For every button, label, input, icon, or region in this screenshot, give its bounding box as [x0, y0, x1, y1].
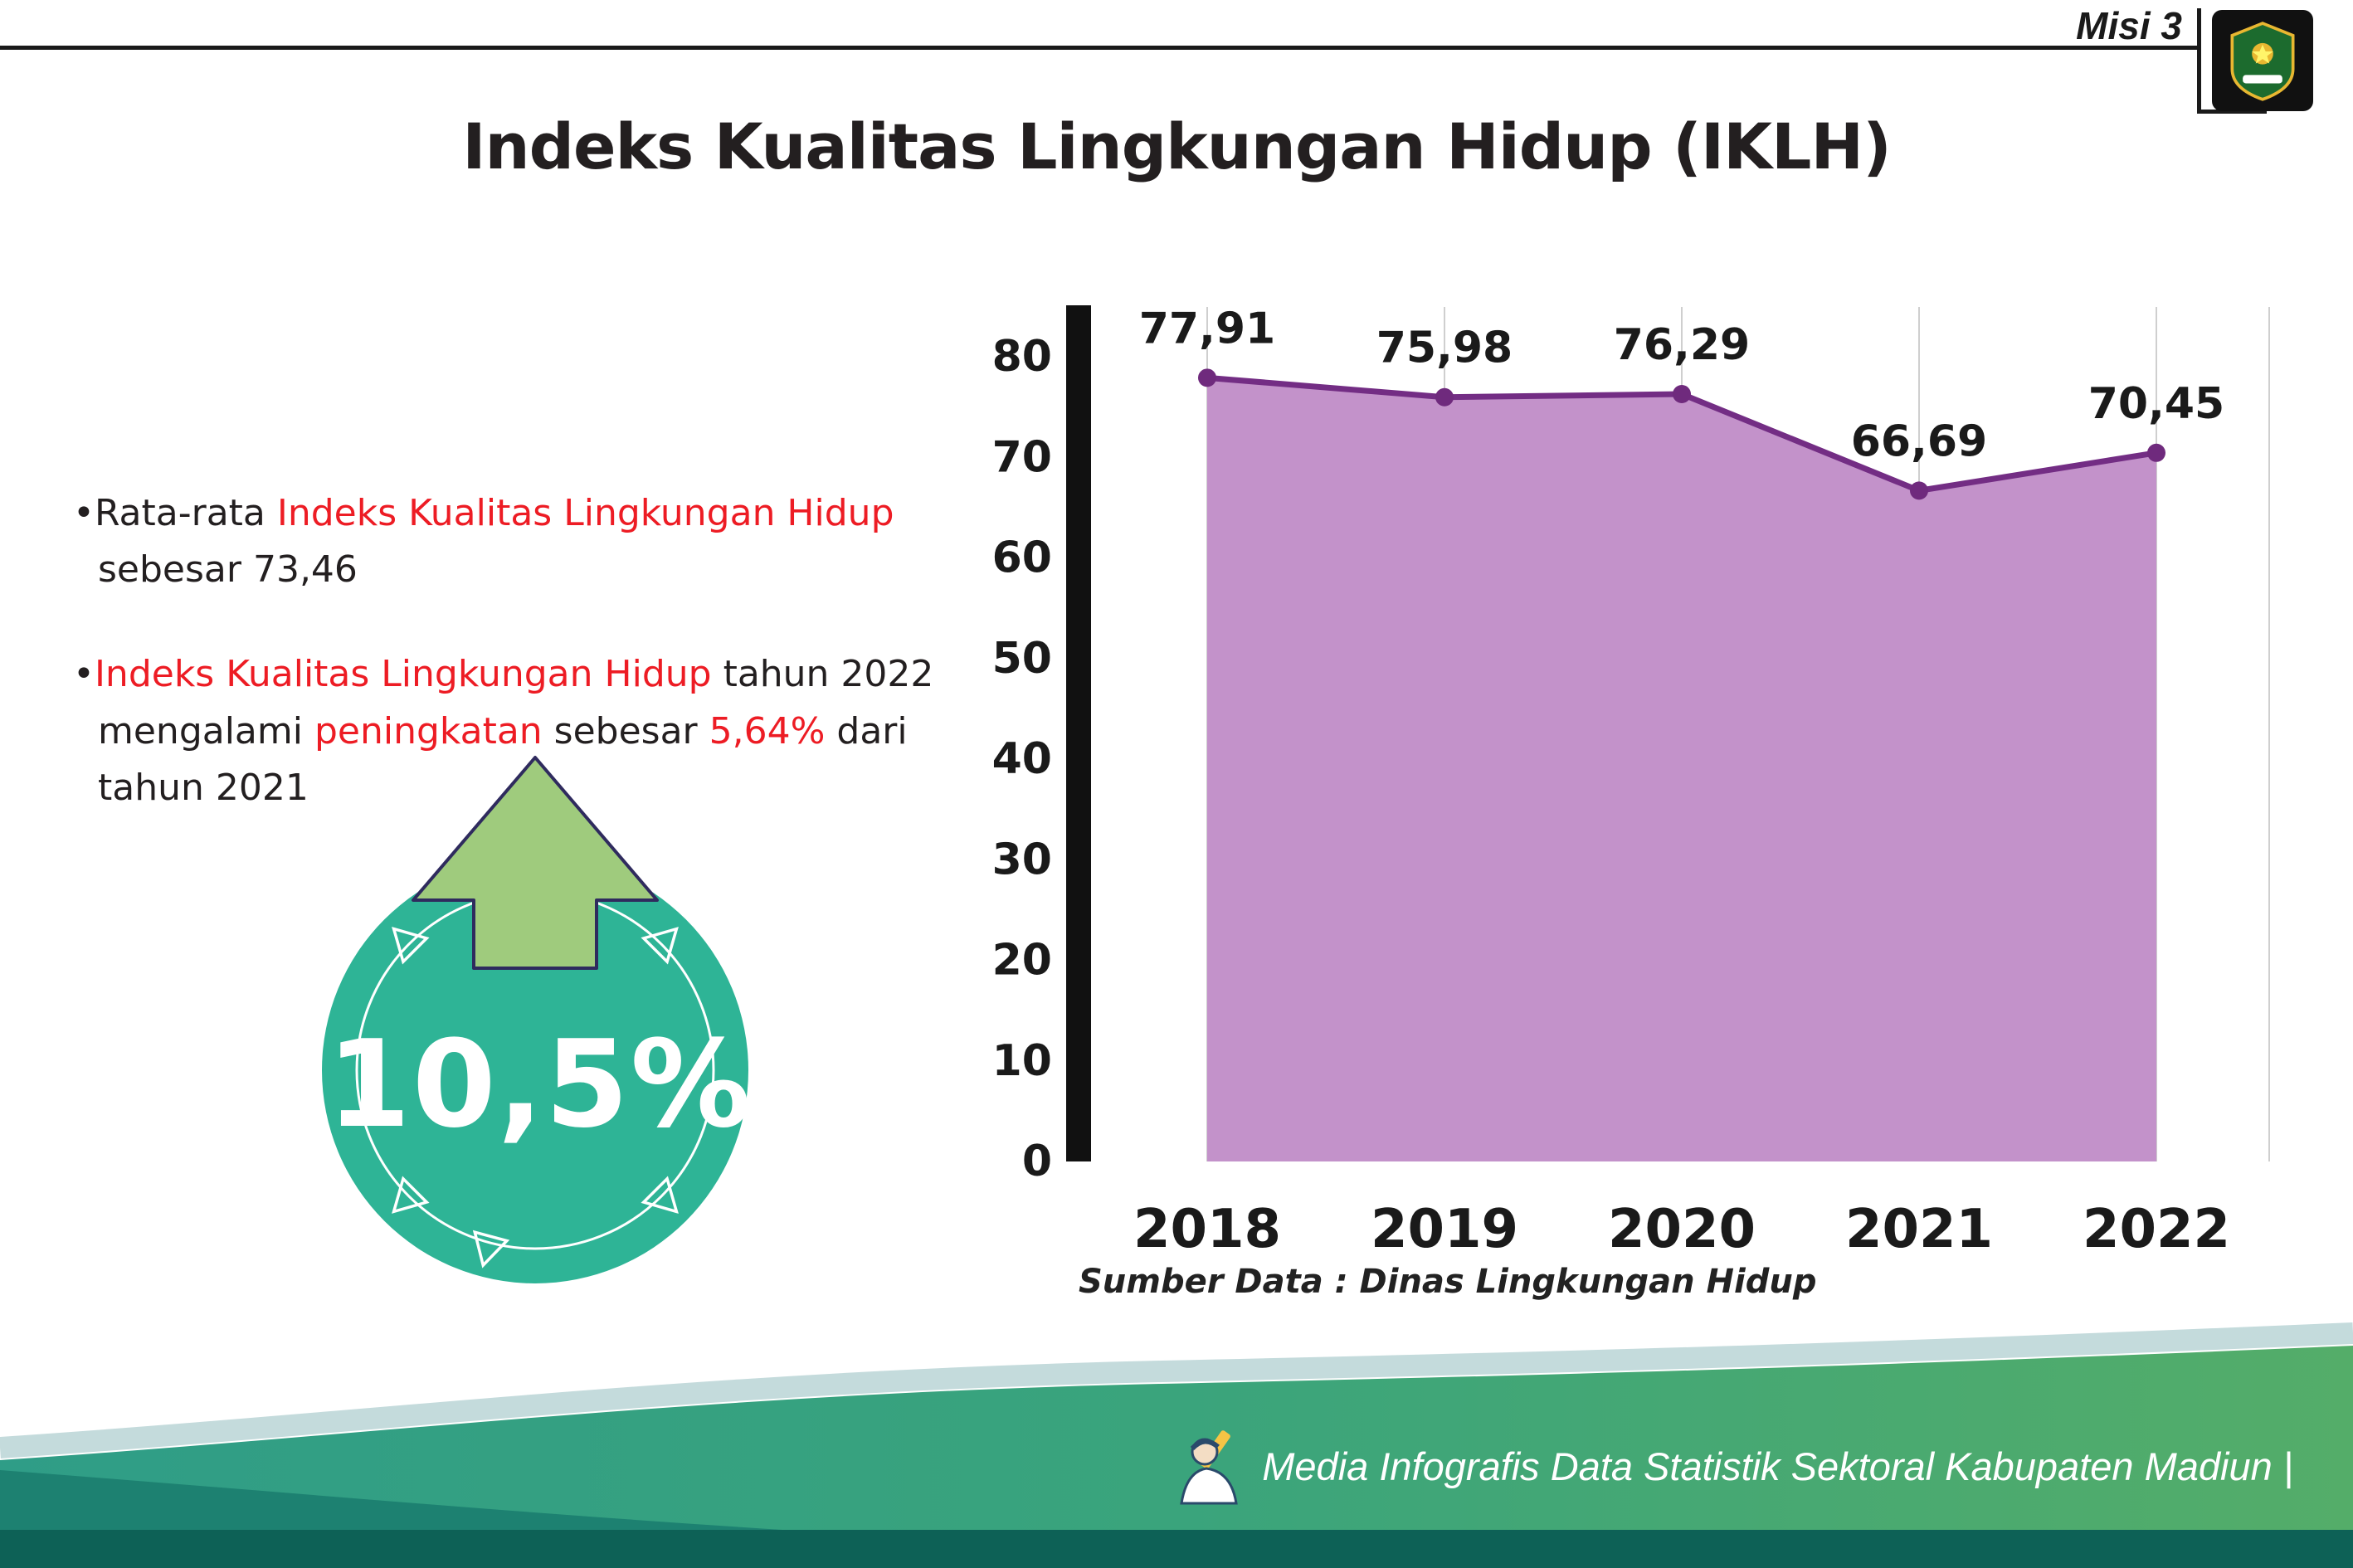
- x-tick-label: 2021: [1845, 1199, 1993, 1260]
- x-tick-label: 2018: [1133, 1199, 1281, 1260]
- increase-percentage: 10,5%: [326, 1015, 753, 1155]
- highlight-text: Indeks Kualitas Lingkungan Hidup: [276, 492, 894, 534]
- ring-triangle-icon: [392, 927, 430, 965]
- highlight-text: peningkatan: [314, 709, 543, 752]
- data-point: [1673, 384, 1691, 403]
- footer: Media Infografis Data Statistik Sektoral…: [0, 1294, 2353, 1568]
- x-tick-label: 2022: [2083, 1199, 2230, 1260]
- logo-bracket-vertical: [2197, 8, 2201, 113]
- body-text: sebesar 73,46: [98, 548, 358, 592]
- wave-stripe: [0, 1322, 2353, 1458]
- y-tick-label: 20: [992, 936, 1052, 986]
- value-label: 76,29: [1614, 320, 1750, 370]
- iklh-area-chart: 0 10 20 30 40 50 60 70 80 2018 2019 2020 2021 2022 77,…: [992, 304, 2270, 1260]
- kabupaten-madiun-crest: [2230, 22, 2295, 101]
- ring-triangle-icon: [472, 1230, 510, 1269]
- misi-label: Misi 3: [2076, 4, 2182, 47]
- x-tick-label: 2019: [1371, 1199, 1518, 1260]
- badge-circle: [322, 857, 748, 1283]
- wave-main: [0, 1346, 2353, 1568]
- value-label: 70,45: [2088, 379, 2224, 429]
- footer-text: Media Infografis Data Statistik Sektoral…: [1262, 1444, 2293, 1488]
- y-tick-label: 30: [992, 835, 1052, 884]
- ring-triangle-icon: [641, 927, 679, 965]
- body-text: tahun 2022 mengalami: [98, 653, 934, 752]
- data-point: [2147, 443, 2165, 462]
- highlight-text: Indeks Kualitas Lingkungan Hidup: [94, 653, 712, 696]
- top-rule: [0, 46, 2199, 50]
- value-label: 75,98: [1376, 324, 1513, 373]
- y-tick-label: 10: [992, 1036, 1052, 1086]
- badge-ring-ticks: [392, 927, 679, 1269]
- footer-credit: Media Infografis Data Statistik Sektoral…: [1175, 1427, 2293, 1506]
- bullet-item-increase: •Indeks Kualitas Lingkungan Hidup tahun …: [73, 646, 1019, 816]
- increase-badge-graphic: [322, 756, 748, 1283]
- ring-triangle-icon: [641, 1176, 679, 1214]
- body-text: •: [73, 653, 95, 696]
- up-arrow-icon: [412, 756, 659, 970]
- body-text: •Rata-rata: [73, 492, 277, 534]
- highlight-text: 5,64%: [709, 709, 826, 752]
- mascot-icon: [1180, 1430, 1239, 1505]
- increase-badge: 10,5%: [305, 743, 774, 1298]
- value-label: 77,91: [1139, 304, 1275, 353]
- data-point: [1910, 481, 1928, 500]
- y-tick-label: 80: [992, 332, 1052, 382]
- body-text: dari tahun 2021: [98, 709, 908, 809]
- data-point: [1435, 387, 1454, 407]
- y-axis-bar: [1066, 305, 1091, 1161]
- page-title: Indeks Kualitas Lingkungan Hidup (IKLH): [462, 110, 1892, 183]
- ring-triangle-icon: [392, 1176, 430, 1214]
- crest-ribbon: [2243, 75, 2282, 84]
- y-tick-label: 70: [992, 432, 1052, 482]
- logo-bracket-horizontal: [2197, 110, 2267, 114]
- footer-wave: [0, 1322, 2353, 1568]
- x-tick-label: 2020: [1608, 1199, 1756, 1260]
- data-point: [1198, 368, 1216, 387]
- y-tick-label: 0: [1022, 1137, 1052, 1186]
- crest-star: [2252, 44, 2273, 64]
- wave-bottom-strip: [0, 1530, 2353, 1568]
- source-note: Sumber Data : Dinas Lingkungan Hidup: [1079, 1263, 1817, 1301]
- y-tick-label: 60: [992, 533, 1052, 583]
- value-label: 66,69: [1851, 416, 1987, 466]
- y-tick-label: 40: [992, 734, 1052, 784]
- bullet-list: •Rata-rata Indeks Kualitas Lingkungan Hi…: [73, 485, 1019, 864]
- bullet-item-average: •Rata-rata Indeks Kualitas Lingkungan Hi…: [73, 485, 1019, 598]
- body-text: sebesar: [542, 709, 709, 752]
- y-tick-label: 50: [992, 634, 1052, 684]
- area-fill: [1207, 377, 2156, 1161]
- kabupaten-madiun-logo: [2212, 10, 2313, 111]
